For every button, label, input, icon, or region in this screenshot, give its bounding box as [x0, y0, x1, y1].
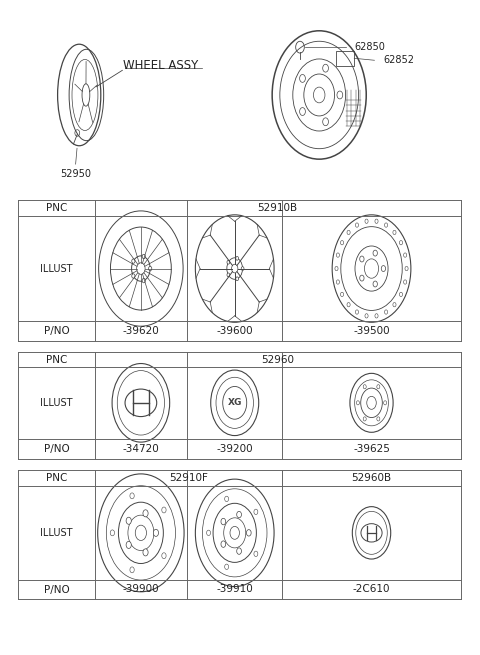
- Text: 52910F: 52910F: [169, 473, 208, 483]
- Circle shape: [373, 281, 377, 287]
- Circle shape: [126, 517, 132, 524]
- Circle shape: [221, 518, 226, 525]
- Text: 52960B: 52960B: [351, 473, 392, 483]
- Circle shape: [254, 509, 258, 515]
- Circle shape: [360, 275, 364, 281]
- Text: -39910: -39910: [216, 584, 253, 595]
- Circle shape: [143, 510, 148, 517]
- Circle shape: [221, 541, 226, 548]
- Text: P/NO: P/NO: [44, 443, 69, 454]
- Circle shape: [142, 254, 145, 259]
- Text: 62850: 62850: [354, 42, 385, 52]
- Text: 52910B: 52910B: [258, 203, 298, 213]
- Text: 52950: 52950: [60, 168, 91, 179]
- Circle shape: [227, 273, 230, 277]
- Bar: [336, 51, 354, 66]
- Text: 62852: 62852: [383, 55, 414, 66]
- Text: ILLUST: ILLUST: [40, 263, 72, 274]
- Text: -39600: -39600: [216, 326, 253, 336]
- Text: -39200: -39200: [216, 443, 253, 454]
- Text: WHEEL ASSY: WHEEL ASSY: [123, 59, 198, 72]
- Circle shape: [254, 551, 258, 557]
- Circle shape: [162, 553, 166, 559]
- Text: -2C610: -2C610: [353, 584, 390, 595]
- Text: ILLUST: ILLUST: [40, 398, 72, 408]
- Circle shape: [206, 530, 211, 536]
- Text: PNC: PNC: [46, 473, 67, 483]
- Circle shape: [373, 250, 377, 256]
- Circle shape: [142, 278, 145, 283]
- Text: 52960: 52960: [261, 354, 294, 365]
- Circle shape: [132, 259, 135, 263]
- Text: -39500: -39500: [353, 326, 390, 336]
- Circle shape: [237, 512, 241, 518]
- Text: ILLUST: ILLUST: [40, 528, 72, 538]
- Circle shape: [241, 267, 244, 271]
- Circle shape: [381, 265, 385, 272]
- Text: -39625: -39625: [353, 443, 390, 454]
- Circle shape: [132, 274, 135, 278]
- Circle shape: [143, 549, 148, 556]
- Circle shape: [225, 564, 228, 569]
- Text: -34720: -34720: [122, 443, 159, 454]
- Circle shape: [153, 529, 158, 536]
- Circle shape: [130, 493, 134, 499]
- Circle shape: [227, 260, 230, 264]
- Circle shape: [360, 256, 364, 262]
- Circle shape: [126, 542, 132, 548]
- Circle shape: [236, 277, 239, 280]
- Circle shape: [130, 567, 134, 572]
- Circle shape: [237, 548, 241, 554]
- Text: PNC: PNC: [46, 354, 67, 365]
- Text: PNC: PNC: [46, 203, 67, 213]
- Text: P/NO: P/NO: [44, 326, 69, 336]
- Circle shape: [149, 267, 152, 271]
- Text: -39620: -39620: [122, 326, 159, 336]
- Circle shape: [236, 257, 239, 260]
- Text: XG: XG: [228, 398, 242, 407]
- Text: -39900: -39900: [122, 584, 159, 595]
- Circle shape: [110, 530, 115, 536]
- Circle shape: [246, 530, 251, 536]
- Text: P/NO: P/NO: [44, 584, 69, 595]
- Circle shape: [225, 496, 228, 502]
- Circle shape: [162, 507, 166, 513]
